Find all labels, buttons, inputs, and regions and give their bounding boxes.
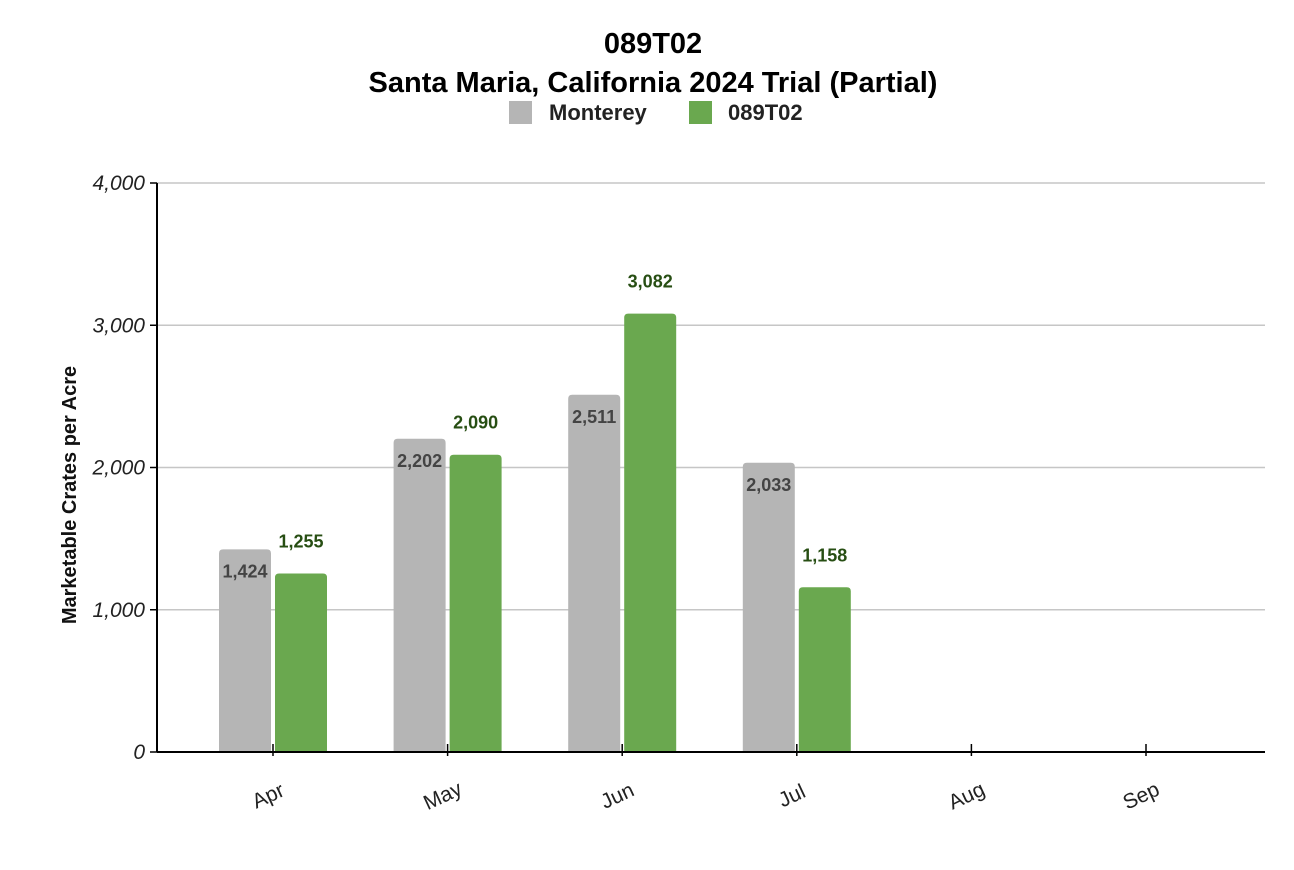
legend-label-0: Monterey — [549, 100, 648, 125]
y-tick-label: 4,000 — [92, 172, 145, 195]
y-axis-label: Marketable Crates per Acre — [59, 366, 81, 624]
data-label-monterey-jul: 2,033 — [746, 475, 791, 495]
x-tick-label-sep: Sep — [1119, 778, 1163, 815]
data-label-monterey-jun: 2,511 — [572, 407, 616, 427]
bar-monterey-jul — [742, 462, 795, 752]
bar-monterey-apr — [219, 549, 271, 752]
bars — [219, 313, 851, 752]
data-label-monterey-may: 2,202 — [397, 451, 442, 471]
legend-label-1: 089T02 — [728, 100, 803, 125]
y-tick-label: 0 — [133, 741, 145, 764]
bar-089t02-apr — [275, 573, 327, 752]
y-tick-label: 1,000 — [92, 599, 145, 622]
y-axis-ticks: 0 1,000 2,000 3,000 4,000 — [91, 172, 157, 764]
legend-swatch-0 — [509, 101, 532, 124]
data-label-089t02-may: 2,090 — [453, 413, 498, 433]
bar-089t02-jun — [624, 313, 677, 752]
x-tick-label-jul: Jul — [775, 780, 809, 812]
bar-monterey-jun — [568, 394, 621, 752]
x-axis-ticks: Apr May Jun Jul Aug Sep — [249, 744, 1163, 815]
x-tick-label-aug: Aug — [945, 778, 989, 815]
y-tick-label: 2,000 — [91, 457, 145, 480]
data-label-monterey-apr: 1,424 — [222, 561, 267, 581]
chart-subtitle: Santa Maria, California 2024 Trial (Part… — [369, 67, 938, 99]
chart-title: 089T02 — [604, 28, 702, 60]
data-label-089t02-jul: 1,158 — [802, 545, 847, 565]
bar-monterey-may — [393, 438, 446, 752]
y-tick-label: 3,000 — [92, 314, 145, 337]
axes — [156, 183, 1265, 753]
legend: Monterey 089T02 — [509, 100, 803, 125]
gridlines — [157, 182, 1265, 611]
bar-089t02-jul — [798, 587, 851, 752]
x-tick-label-may: May — [420, 777, 466, 815]
x-tick-label-apr: Apr — [249, 779, 288, 814]
legend-swatch-1 — [689, 101, 712, 124]
x-tick-label-jun: Jun — [597, 779, 637, 814]
data-label-089t02-apr: 1,255 — [278, 531, 323, 551]
bar-089t02-may — [449, 454, 502, 752]
data-label-089t02-jun: 3,082 — [628, 272, 673, 292]
data-labels: 1,424 2,202 2,511 2,033 1,255 2,090 3,082 1,158 — [222, 272, 847, 582]
